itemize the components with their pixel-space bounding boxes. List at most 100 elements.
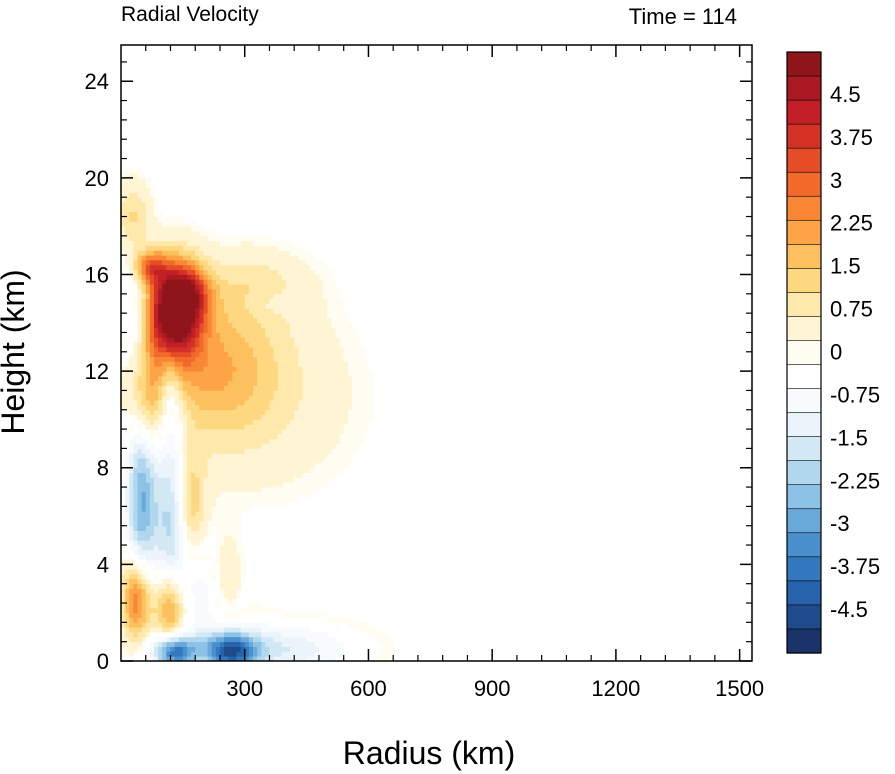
velocity-cell	[240, 346, 246, 353]
velocity-cell	[133, 395, 138, 401]
velocity-cell	[137, 192, 143, 198]
velocity-cell	[203, 438, 208, 444]
velocity-cell	[129, 313, 134, 319]
velocity-cell	[343, 622, 349, 628]
velocity-cell	[290, 646, 295, 652]
velocity-cell	[281, 487, 287, 493]
velocity-cell	[153, 554, 159, 560]
velocity-cell	[360, 404, 365, 411]
velocity-cell	[269, 612, 274, 618]
velocity-cell	[232, 482, 237, 488]
velocity-cell	[162, 487, 167, 493]
velocity-cell	[306, 293, 312, 300]
velocity-cell	[174, 554, 180, 560]
velocity-cell	[145, 395, 151, 401]
velocity-cell	[335, 327, 340, 333]
velocity-cell	[228, 409, 233, 415]
velocity-cell	[335, 646, 340, 652]
velocity-cell	[240, 429, 246, 435]
velocity-cell	[191, 414, 196, 420]
velocity-cell	[141, 322, 147, 329]
velocity-cell	[306, 395, 312, 401]
velocity-cell	[347, 646, 353, 652]
velocity-cell	[166, 288, 171, 295]
velocity-cell	[240, 390, 246, 396]
velocity-cell	[306, 260, 312, 266]
colorbar-swatch	[786, 532, 822, 558]
velocity-cell	[277, 361, 283, 367]
velocity-cell	[149, 651, 155, 657]
velocity-cell	[219, 578, 225, 585]
velocity-cell	[211, 361, 217, 367]
velocity-cell	[298, 482, 303, 488]
velocity-cell	[182, 404, 188, 411]
velocity-cell	[186, 525, 192, 531]
velocity-cell	[191, 274, 196, 280]
velocity-cell	[149, 525, 155, 531]
velocity-cell	[228, 506, 233, 512]
velocity-cell	[314, 414, 320, 420]
velocity-cell	[351, 433, 357, 440]
velocity-cell	[162, 516, 167, 522]
velocity-cell	[228, 598, 233, 604]
velocity-cell	[240, 491, 246, 498]
velocity-cell	[248, 641, 254, 647]
velocity-cell	[158, 448, 163, 454]
velocity-cell	[335, 317, 340, 324]
velocity-cell	[298, 361, 303, 367]
velocity-cell	[351, 419, 357, 425]
velocity-cell	[162, 549, 167, 556]
velocity-cell	[327, 419, 332, 425]
velocity-cell	[186, 269, 192, 275]
velocity-cell	[199, 651, 204, 657]
velocity-cell	[141, 303, 147, 309]
velocity-cell	[240, 255, 246, 261]
velocity-cell	[277, 356, 283, 362]
velocity-cell	[261, 636, 266, 643]
velocity-cell	[207, 269, 213, 275]
velocity-cell	[166, 308, 171, 314]
velocity-cell	[273, 255, 279, 261]
velocity-cell	[294, 462, 299, 469]
velocity-cell	[252, 472, 258, 478]
colorbar-tick-label: -3.75	[830, 554, 880, 579]
velocity-cell	[314, 380, 320, 387]
velocity-cell	[158, 506, 163, 512]
velocity-cell	[215, 409, 221, 415]
velocity-cell	[327, 356, 332, 362]
velocity-cell	[149, 192, 155, 198]
velocity-cell	[191, 279, 196, 285]
velocity-cell	[174, 477, 180, 483]
velocity-cell	[191, 641, 196, 647]
velocity-cell	[141, 351, 147, 358]
velocity-cell	[277, 429, 283, 435]
velocity-cell	[265, 491, 270, 498]
velocity-cell	[149, 646, 155, 652]
velocity-cell	[153, 409, 159, 415]
velocity-cell	[339, 361, 345, 367]
velocity-cell	[310, 414, 316, 420]
velocity-cell	[211, 400, 217, 406]
velocity-cell	[178, 578, 184, 585]
velocity-cell	[306, 467, 312, 473]
velocity-cell	[166, 255, 171, 261]
velocity-cell	[261, 303, 266, 309]
velocity-cell	[290, 612, 295, 618]
velocity-cell	[327, 269, 332, 275]
velocity-cell	[323, 322, 328, 329]
velocity-cell	[137, 511, 143, 517]
velocity-cell	[265, 433, 270, 440]
velocity-cell	[318, 477, 324, 483]
velocity-cell	[298, 303, 303, 309]
velocity-cell	[327, 651, 332, 657]
velocity-cell	[261, 284, 266, 290]
velocity-cell	[228, 656, 233, 662]
velocity-cell	[294, 390, 299, 396]
velocity-cell	[314, 404, 320, 411]
velocity-cell	[219, 250, 225, 256]
velocity-cell	[191, 462, 196, 469]
velocity-cell	[228, 327, 233, 333]
velocity-cell	[228, 627, 233, 633]
velocity-cell	[125, 177, 130, 184]
velocity-cell	[294, 356, 299, 362]
